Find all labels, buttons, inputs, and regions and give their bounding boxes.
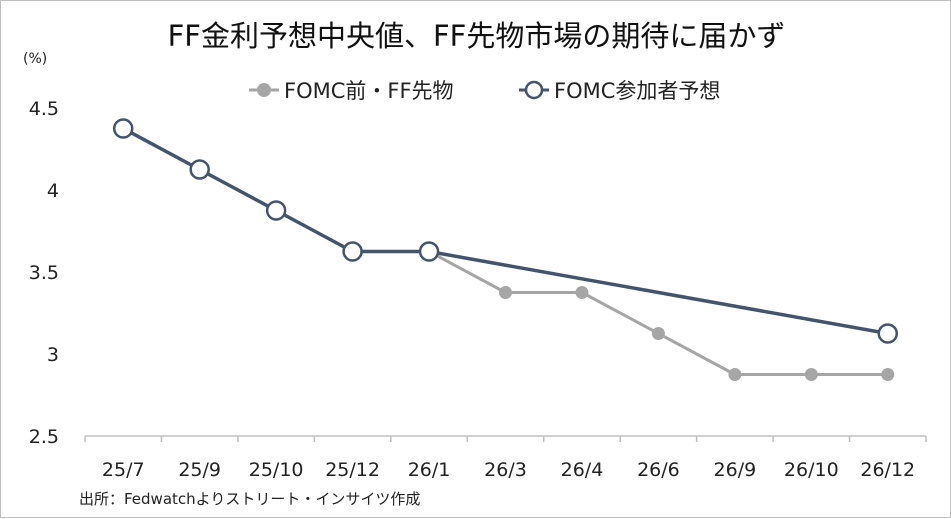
y-tick-label: 3.5 [29,262,59,284]
y-axis-unit: (%) [23,51,48,67]
data-point-fomc [265,200,287,221]
data-point-futures [499,286,512,299]
legend-marker-futures [257,83,271,97]
data-point-futures [575,286,589,299]
series-line-futures [428,250,888,376]
data-point-futures [804,368,818,381]
legend: FOMC前・FF先物 FOMC参加者予想 [249,79,720,103]
data-point-futures [728,368,742,381]
x-tick-label: 25/10 [249,459,304,481]
axes: 25/7 25/9 25/10 25/12 26/1 26/3 26/4 26/6 26/9 26… [29,98,927,481]
y-tick-label: 3 [47,344,59,366]
data-point-fomc [418,241,440,262]
x-tick-label: 26/10 [784,459,839,481]
x-tick-label: 26/1 [408,459,451,481]
source-note: 出所：Fedwatchよりストリート・インサイツ作成 [79,490,421,508]
data-point-fomc [189,159,210,180]
series-line-fomc [122,126,889,336]
chart-title: FF金利予想中央値、FF先物市場の期待に届かず [167,19,786,53]
legend-label-futures: FOMC前・FF先物 [284,79,454,103]
y-tick-label: 2.5 [29,426,59,448]
legend-label-fomc: FOMC参加者予想 [554,79,720,103]
y-tick-label: 4 [47,180,59,202]
x-tick-label: 26/9 [714,459,757,481]
plot-area [112,118,899,381]
x-tick-label: 26/6 [637,459,680,481]
data-point-fomc [112,118,134,139]
x-tick-label: 26/3 [484,459,527,481]
x-tick-label: 26/4 [561,459,604,481]
data-point-futures [881,368,895,381]
data-point-fomc [877,323,899,344]
x-tick-label: 25/12 [325,459,380,481]
x-tick-label: 26/12 [860,459,915,481]
legend-marker-fomc [524,80,544,100]
x-tick-label: 25/7 [102,459,145,481]
x-tick-label: 25/9 [178,459,221,481]
data-point-fomc [342,241,363,262]
data-point-futures [651,327,665,340]
y-tick-label: 4.5 [29,98,59,120]
